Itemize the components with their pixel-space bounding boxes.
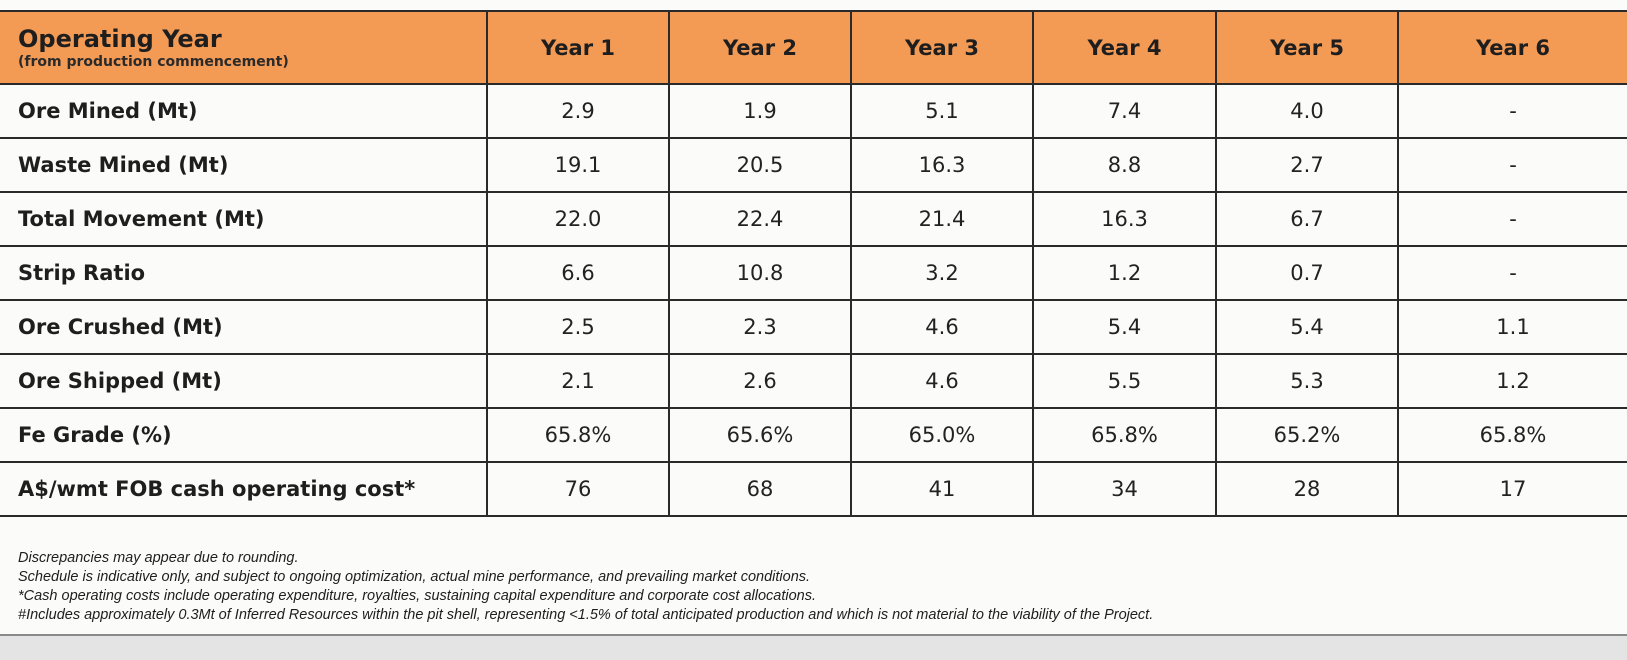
table-cell: - [1397,83,1627,139]
table-cell: 1.1 [1397,299,1627,355]
table-row: Ore Shipped (Mt) 2.1 2.6 4.6 5.5 5.3 1.2 [0,353,1627,409]
table-cell: 8.8 [1032,137,1217,193]
table-cell: 6.7 [1215,191,1399,247]
year-header: Year 4 [1032,10,1217,85]
table-row: Waste Mined (Mt) 19.1 20.5 16.3 8.8 2.7 … [0,137,1627,193]
table-cell: 20.5 [668,137,852,193]
table-cell: 2.6 [668,353,852,409]
table-cell: 28 [1215,461,1399,517]
year-header: Year 6 [1397,10,1627,85]
table-cell: 21.4 [850,191,1034,247]
table-cell: 1.9 [668,83,852,139]
year-header: Year 2 [668,10,852,85]
production-schedule-table: Operating Year (from production commence… [0,10,1627,517]
table-cell: 16.3 [1032,191,1217,247]
table-row: Ore Mined (Mt) 2.9 1.9 5.1 7.4 4.0 - [0,83,1627,139]
table-cell: 65.0% [850,407,1034,463]
table-cell: 3.2 [850,245,1034,301]
table-cell: 5.4 [1215,299,1399,355]
table-cell: 65.8% [1397,407,1627,463]
row-label: Ore Shipped (Mt) [0,353,488,409]
table-cell: 19.1 [486,137,670,193]
table-cell: 22.0 [486,191,670,247]
year-header: Year 3 [850,10,1034,85]
table-row: Strip Ratio 6.6 10.8 3.2 1.2 0.7 - [0,245,1627,301]
table-cell: 4.6 [850,353,1034,409]
table-row: Fe Grade (%) 65.8% 65.6% 65.0% 65.8% 65.… [0,407,1627,463]
table-cell: 4.0 [1215,83,1399,139]
table-cell: 68 [668,461,852,517]
row-label: Waste Mined (Mt) [0,137,488,193]
header-subtitle: (from production commencement) [18,53,289,70]
document-page: Operating Year (from production commence… [0,10,1627,625]
header-row: Operating Year (from production commence… [0,10,1627,85]
table-cell: 65.8% [1032,407,1217,463]
table-cell: - [1397,245,1627,301]
table-cell: 4.6 [850,299,1034,355]
row-label: A$/wmt FOB cash operating cost* [0,461,488,517]
footnote: *Cash operating costs include operating … [18,588,816,604]
operating-year-header: Operating Year (from production commence… [0,10,488,85]
footnote: Discrepancies may appear due to rounding… [18,550,299,566]
table-cell: 0.7 [1215,245,1399,301]
table-cell: 7.4 [1032,83,1217,139]
header-title: Operating Year [18,24,222,53]
table-cell: 10.8 [668,245,852,301]
table-cell: - [1397,191,1627,247]
table-row: A$/wmt FOB cash operating cost* 76 68 41… [0,461,1627,517]
table-cell: 76 [486,461,670,517]
table-cell: 2.9 [486,83,670,139]
table-cell: 34 [1032,461,1217,517]
table-cell: 16.3 [850,137,1034,193]
row-label: Strip Ratio [0,245,488,301]
row-label: Fe Grade (%) [0,407,488,463]
year-header: Year 1 [486,10,670,85]
table-cell: 5.1 [850,83,1034,139]
table-cell: 22.4 [668,191,852,247]
year-header: Year 5 [1215,10,1399,85]
table-cell: 5.5 [1032,353,1217,409]
table-cell: 17 [1397,461,1627,517]
table-cell: 5.4 [1032,299,1217,355]
row-label: Ore Crushed (Mt) [0,299,488,355]
table-cell: 2.5 [486,299,670,355]
table-row: Total Movement (Mt) 22.0 22.4 21.4 16.3 … [0,191,1627,247]
table-cell: 2.1 [486,353,670,409]
table-cell: 2.3 [668,299,852,355]
table-cell: 6.6 [486,245,670,301]
table-cell: 65.6% [668,407,852,463]
footnote: Schedule is indicative only, and subject… [18,569,811,585]
footnotes: Discrepancies may appear due to rounding… [18,549,1608,625]
row-label: Total Movement (Mt) [0,191,488,247]
table-cell: 2.7 [1215,137,1399,193]
table-cell: 41 [850,461,1034,517]
table-cell: 1.2 [1397,353,1627,409]
table-cell: 65.8% [486,407,670,463]
table-cell: - [1397,137,1627,193]
table-cell: 5.3 [1215,353,1399,409]
table-cell: 65.2% [1215,407,1399,463]
footnote: #Includes approximately 0.3Mt of Inferre… [18,607,1154,623]
table-cell: 1.2 [1032,245,1217,301]
row-label: Ore Mined (Mt) [0,83,488,139]
table-row: Ore Crushed (Mt) 2.5 2.3 4.6 5.4 5.4 1.1 [0,299,1627,355]
torn-paper-edge [0,634,1627,660]
